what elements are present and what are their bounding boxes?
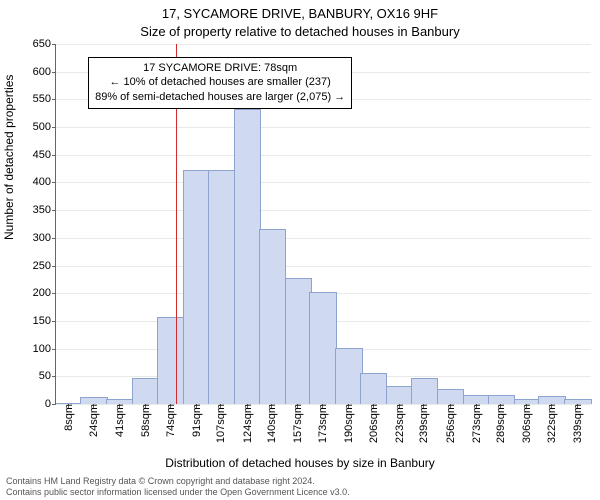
histogram-bar xyxy=(386,386,413,404)
histogram-bar xyxy=(463,395,490,404)
histogram-bar xyxy=(411,378,438,404)
footer-line-2: Contains public sector information licen… xyxy=(6,487,600,498)
x-tick-label: 41sqm xyxy=(112,404,126,437)
y-tick-label: 600 xyxy=(33,66,56,78)
x-tick-label: 124sqm xyxy=(240,404,254,443)
y-tick-label: 250 xyxy=(33,260,56,272)
x-tick-label: 190sqm xyxy=(341,404,355,443)
x-tick-label: 256sqm xyxy=(443,404,457,443)
chart-title-main: 17, SYCAMORE DRIVE, BANBURY, OX16 9HF xyxy=(0,6,600,21)
x-tick-label: 339sqm xyxy=(570,404,584,443)
y-tick-label: 400 xyxy=(33,176,56,188)
grid-line xyxy=(56,127,591,128)
footer-attribution: Contains HM Land Registry data © Crown c… xyxy=(0,476,600,498)
x-tick-label: 322sqm xyxy=(544,404,558,443)
y-tick-label: 150 xyxy=(33,315,56,327)
y-tick-label: 50 xyxy=(39,370,56,382)
x-tick-label: 24sqm xyxy=(86,404,100,437)
grid-line xyxy=(56,44,591,45)
histogram-bar xyxy=(259,229,286,404)
x-tick-label: 239sqm xyxy=(416,404,430,443)
y-tick-label: 350 xyxy=(33,204,56,216)
grid-line xyxy=(56,266,591,267)
x-tick-label: 289sqm xyxy=(493,404,507,443)
histogram-bar xyxy=(309,292,336,404)
grid-line xyxy=(56,210,591,211)
histogram-bar xyxy=(360,373,387,404)
x-tick-label: 157sqm xyxy=(290,404,304,443)
histogram-bar xyxy=(234,109,261,404)
y-tick-label: 200 xyxy=(33,287,56,299)
x-tick-label: 223sqm xyxy=(392,404,406,443)
y-tick-label: 650 xyxy=(33,38,56,50)
annotation-line-3: 89% of semi-detached houses are larger (… xyxy=(95,90,345,105)
x-axis-label: Distribution of detached houses by size … xyxy=(0,456,600,470)
grid-line xyxy=(56,238,591,239)
histogram-bar xyxy=(335,348,362,404)
y-axis-label: Number of detached properties xyxy=(2,75,16,240)
y-tick-label: 100 xyxy=(33,343,56,355)
x-tick-label: 273sqm xyxy=(469,404,483,443)
annotation-box: 17 SYCAMORE DRIVE: 78sqm ← 10% of detach… xyxy=(88,57,352,110)
x-tick-label: 140sqm xyxy=(264,404,278,443)
chart-container: 17, SYCAMORE DRIVE, BANBURY, OX16 9HF Si… xyxy=(0,0,600,500)
x-tick-label: 206sqm xyxy=(366,404,380,443)
grid-line xyxy=(56,182,591,183)
histogram-bar xyxy=(132,378,159,404)
annotation-line-2: ← 10% of detached houses are smaller (23… xyxy=(95,75,345,90)
x-tick-label: 58sqm xyxy=(138,404,152,437)
histogram-bar xyxy=(488,395,515,404)
histogram-bar xyxy=(437,389,464,404)
histogram-bar xyxy=(183,170,210,404)
histogram-bar xyxy=(538,396,565,404)
histogram-bar xyxy=(285,278,312,404)
x-tick-label: 8sqm xyxy=(61,404,75,431)
annotation-line-1: 17 SYCAMORE DRIVE: 78sqm xyxy=(95,61,345,76)
x-tick-label: 91sqm xyxy=(189,404,203,437)
histogram-bar xyxy=(208,170,235,404)
y-tick-label: 300 xyxy=(33,232,56,244)
x-tick-label: 107sqm xyxy=(213,404,227,443)
grid-line xyxy=(56,155,591,156)
x-tick-label: 173sqm xyxy=(315,404,329,443)
histogram-bar xyxy=(157,317,184,404)
chart-title-sub: Size of property relative to detached ho… xyxy=(0,24,600,39)
y-tick-label: 550 xyxy=(33,93,56,105)
x-tick-label: 74sqm xyxy=(163,404,177,437)
plot-area: 0501001502002503003504004505005506006508… xyxy=(55,44,591,405)
y-tick-label: 450 xyxy=(33,149,56,161)
x-tick-label: 306sqm xyxy=(519,404,533,443)
footer-line-1: Contains HM Land Registry data © Crown c… xyxy=(6,476,600,487)
y-tick-label: 500 xyxy=(33,121,56,133)
y-tick-label: 0 xyxy=(45,398,56,410)
